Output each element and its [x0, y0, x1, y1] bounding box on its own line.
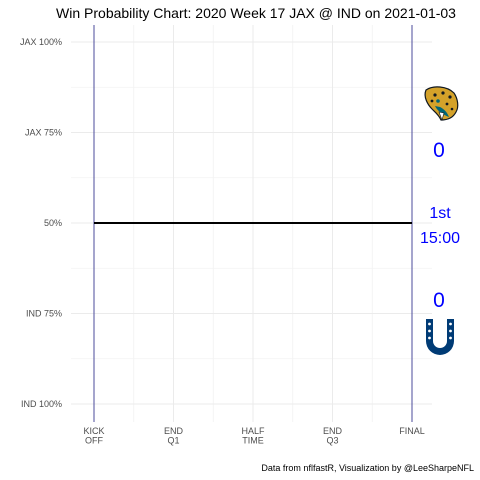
- x-axis-ticks: KICK OFF END Q1 HALF TIME END Q3 FINAL: [83, 426, 424, 446]
- game-quarter: 1st: [429, 205, 451, 222]
- y-tick-label: JAX 75%: [25, 128, 62, 138]
- y-tick-label: IND 100%: [21, 399, 62, 409]
- home-team-score: 0: [433, 289, 445, 312]
- y-tick-label: 50%: [44, 218, 62, 228]
- x-tick-label: KICK OFF: [83, 426, 104, 446]
- x-tick-label: END Q3: [323, 426, 343, 446]
- x-tick-label: HALF TIME: [241, 426, 265, 446]
- jaguars-logo-icon: [424, 86, 459, 121]
- x-tick-label: FINAL: [399, 426, 425, 436]
- chart-title: Win Probability Chart: 2020 Week 17 JAX …: [56, 5, 456, 21]
- away-team-score: 0: [433, 139, 445, 162]
- colts-horseshoe-logo-icon: [426, 319, 454, 355]
- chart-caption: Data from nflfastR, Visualization by @Le…: [261, 463, 474, 473]
- y-tick-label: JAX 100%: [20, 37, 62, 47]
- y-tick-label: IND 75%: [26, 309, 62, 319]
- y-axis-ticks: JAX 100% JAX 75% 50% IND 75% IND 100%: [20, 37, 62, 409]
- x-tick-label: END Q1: [164, 426, 184, 446]
- game-clock: 15:00: [420, 230, 460, 247]
